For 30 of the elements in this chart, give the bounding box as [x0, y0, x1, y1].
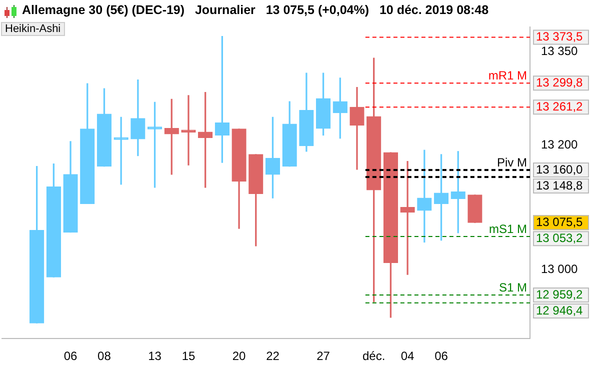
- x-tick-label: 04: [400, 349, 415, 364]
- ref-line-label: 12 959,2: [536, 287, 584, 302]
- x-tick-label: 08: [98, 349, 112, 364]
- ref-line-label: 13 053,2: [536, 230, 584, 245]
- candlestick: [400, 161, 415, 275]
- ref-line-label: 12 946,4: [536, 303, 584, 318]
- ref-line-label: 13 160,0: [536, 162, 584, 176]
- chart-subtitle: Heikin-Ashi: [1, 22, 65, 36]
- candlestick: [350, 87, 364, 170]
- ref-line-label: 13 261,2: [536, 99, 584, 114]
- ref-line-label: 13 299,8: [536, 75, 584, 90]
- y-tick-label: 13 200: [541, 137, 578, 152]
- ref-line-label: 13 148,8: [536, 178, 584, 192]
- annotation: mR1 M: [488, 68, 527, 82]
- annotation: S1 M: [498, 280, 527, 294]
- x-tick-label: 20: [232, 349, 246, 364]
- text: 13 075,5: [536, 214, 584, 229]
- ref-line-label: 13 373,5: [536, 30, 584, 44]
- x-tick-label: 22: [266, 349, 280, 364]
- x-tick-label: 13: [148, 349, 162, 364]
- y-tick-label: 13 350: [541, 44, 578, 58]
- chart-title: Allemagne 30 (5€) (DEC-19) Journalier 13 075,5 (+0,04%) 10 déc. 2019 08:48: [22, 3, 489, 17]
- x-tick-label: 06: [434, 349, 448, 364]
- x-tick-label: 15: [182, 349, 196, 364]
- annotation: Piv M: [497, 155, 528, 170]
- x-tick-label: 27: [316, 349, 330, 364]
- y-tick-label: 13 000: [541, 262, 578, 276]
- x-tick-label: 06: [64, 349, 78, 364]
- x-tick-label: déc.: [362, 349, 386, 364]
- annotation: mS1 M: [488, 222, 527, 236]
